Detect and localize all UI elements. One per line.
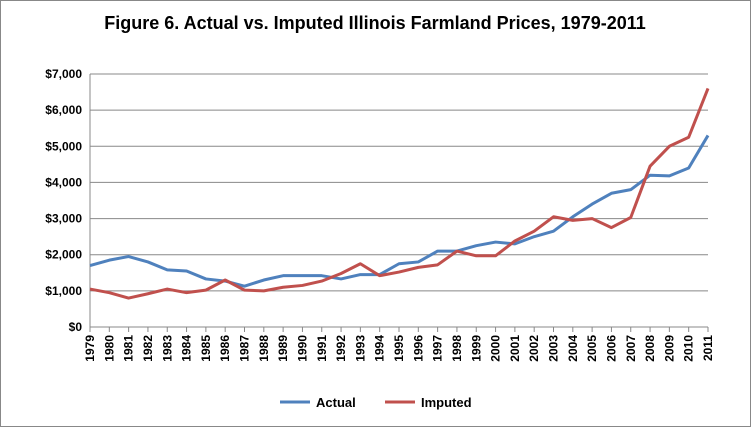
x-tick-label: 1995 — [392, 335, 406, 362]
x-tick-label: 1993 — [353, 335, 367, 362]
x-tick-label: 2009 — [662, 335, 676, 362]
x-tick-label: 1979 — [83, 335, 97, 362]
line-series — [89, 134, 710, 288]
x-tick-label: 1982 — [141, 335, 155, 362]
y-tick-label: $5,000 — [45, 139, 82, 153]
y-tick-label: $6,000 — [45, 103, 82, 117]
x-tick-label: 1981 — [122, 335, 136, 362]
x-tick-label: 1992 — [334, 335, 348, 362]
x-tick-label: 1989 — [276, 335, 290, 362]
x-tick-label: 1991 — [315, 335, 329, 362]
x-tick-label: 2002 — [527, 335, 541, 362]
x-tick-label: 1986 — [218, 335, 232, 362]
x-tick-label: 1984 — [180, 335, 194, 362]
y-tick-label: $3,000 — [45, 212, 82, 226]
legend-label: Imputed — [421, 395, 472, 410]
x-tick-label: 1988 — [257, 335, 271, 362]
x-tick-label: 1983 — [160, 335, 174, 362]
x-tick-label: 2005 — [585, 335, 599, 362]
x-tick-label: 2003 — [547, 335, 561, 362]
x-tick-label: 2001 — [508, 335, 522, 362]
line-series — [89, 87, 710, 300]
x-tick-label: 1987 — [238, 335, 252, 362]
y-tick-label: $1,000 — [45, 284, 82, 298]
x-tick-label: 2011 — [701, 335, 715, 361]
x-tick-label: 2004 — [566, 335, 580, 362]
x-tick-label: 2007 — [624, 335, 638, 362]
x-tick-label: 2010 — [682, 335, 696, 362]
x-tick-label: 2006 — [604, 335, 618, 362]
x-tick-label: 2008 — [643, 335, 657, 362]
x-tick-label: 1994 — [373, 335, 387, 362]
x-tick-label: 2000 — [489, 335, 503, 362]
y-tick-label: $2,000 — [45, 248, 82, 262]
x-tick-label: 1996 — [411, 335, 425, 362]
y-tick-label: $7,000 — [45, 67, 82, 81]
x-tick-label: 1980 — [102, 335, 116, 362]
x-tick-label: 1998 — [450, 335, 464, 362]
x-tick-label: 1999 — [469, 335, 483, 362]
chart-title: Figure 6. Actual vs. Imputed Illinois Fa… — [104, 13, 646, 33]
legend-label: Actual — [316, 395, 356, 410]
y-tick-label: $4,000 — [45, 175, 82, 189]
x-tick-label: 1985 — [199, 335, 213, 362]
x-tick-label: 1990 — [295, 335, 309, 362]
y-tick-label: $0 — [69, 320, 83, 334]
x-tick-label: 1997 — [431, 335, 445, 362]
